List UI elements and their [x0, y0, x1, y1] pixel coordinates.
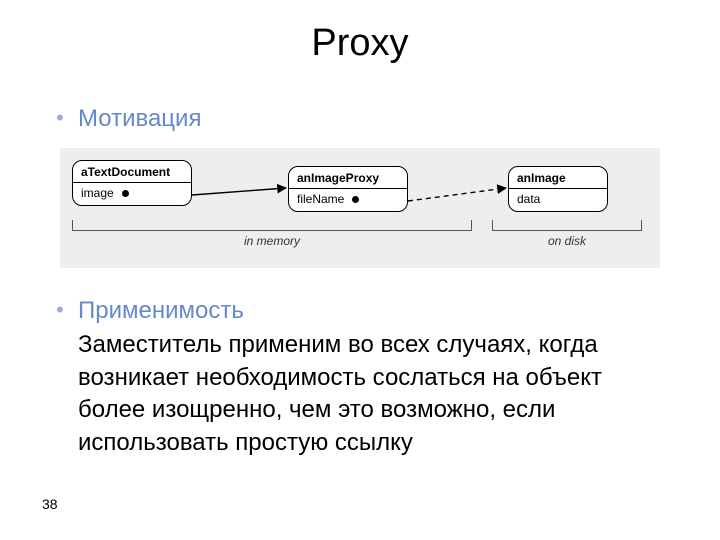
page-number: 38: [42, 496, 58, 512]
node-text-document: aTextDocument image: [72, 160, 192, 206]
bullet-dot-icon: •: [56, 103, 78, 133]
reference-dot-icon: [352, 196, 359, 203]
slide-title: Proxy: [0, 22, 720, 65]
edge-doc-proxy: [192, 188, 286, 195]
node-attr-label: image: [81, 186, 114, 200]
proxy-object-diagram: aTextDocument image anImageProxy fileNam…: [60, 148, 660, 268]
bullet-motivation: •Мотивация: [56, 103, 636, 135]
slide: Proxy •Мотивация aTextDocument image anI…: [0, 0, 720, 540]
node-attr-label: fileName: [297, 192, 344, 206]
node-image: anImage data: [508, 166, 608, 212]
node-name: aTextDocument: [73, 161, 191, 183]
node-attr-label: data: [517, 192, 540, 206]
bracket-in-memory-label: in memory: [72, 234, 472, 248]
node-attr: data: [509, 189, 607, 211]
bracket-on-disk: [492, 220, 642, 231]
bullet-applicability: •Применимость Заместитель применим во вс…: [56, 295, 646, 459]
node-name: anImageProxy: [289, 167, 407, 189]
bracket-on-disk-label: on disk: [492, 234, 642, 248]
edge-proxy-image: [408, 188, 506, 201]
bullet-motivation-label: Мотивация: [78, 105, 201, 132]
bullet-applicability-text: Заместитель применим во всех случаях, ко…: [78, 329, 646, 459]
reference-dot-icon: [122, 190, 129, 197]
node-image-proxy: anImageProxy fileName: [288, 166, 408, 212]
node-attr: fileName: [289, 189, 407, 211]
bracket-in-memory: [72, 220, 472, 231]
bullet-applicability-label: Применимость: [78, 297, 244, 324]
node-name: anImage: [509, 167, 607, 189]
bullet-dot-icon: •: [56, 295, 78, 325]
node-attr: image: [73, 183, 191, 205]
